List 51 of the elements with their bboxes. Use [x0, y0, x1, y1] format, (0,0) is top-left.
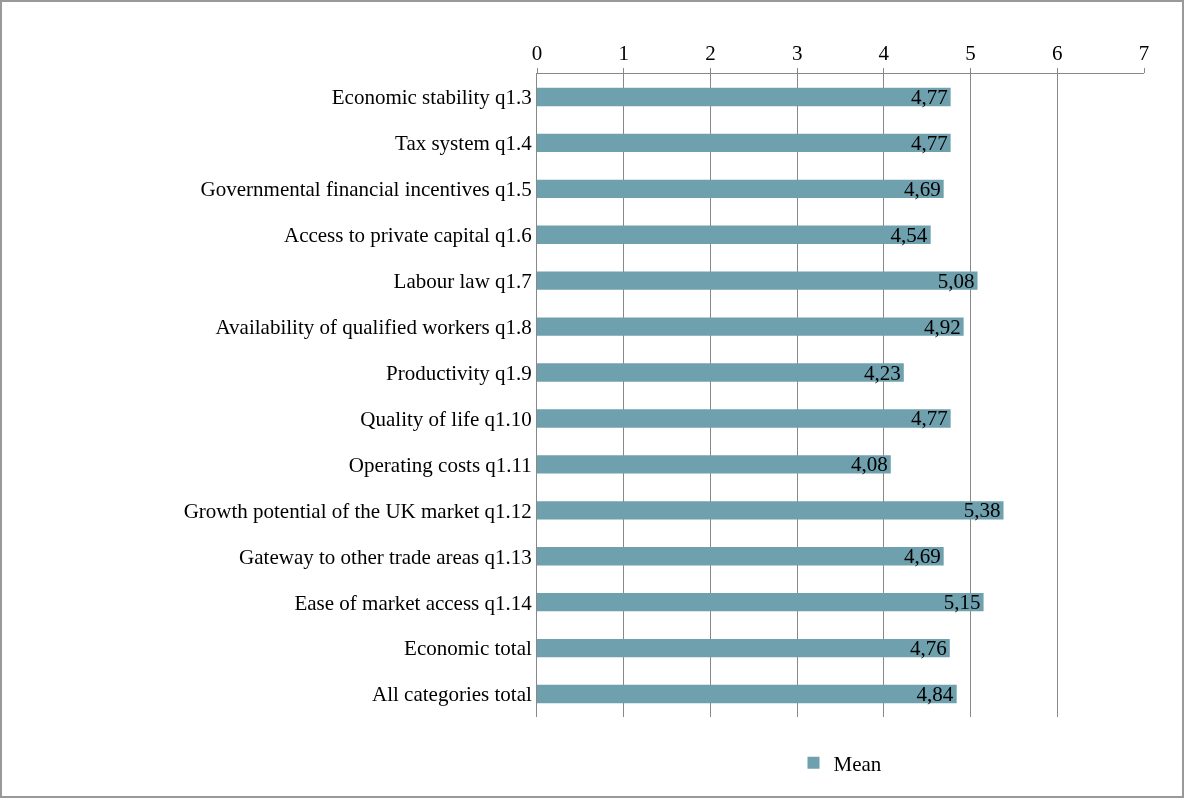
- data-label: 4,08: [851, 452, 888, 477]
- y-tick-label: Operating costs q1.11: [348, 452, 532, 477]
- y-tick-label: Tax system q1.4: [395, 131, 533, 156]
- data-label: 5,08: [937, 268, 975, 293]
- y-tick-label: Access to private capital q1.6: [283, 223, 532, 248]
- y-tick-label: Economic total: [404, 636, 532, 661]
- data-label: 5,15: [943, 590, 981, 615]
- x-tick-label: 6: [1052, 40, 1063, 65]
- y-tick-label: Productivity q1.9: [385, 360, 532, 385]
- legend-label: Mean: [833, 752, 882, 777]
- bar: [537, 638, 950, 658]
- x-tick-label: 5: [965, 40, 976, 65]
- y-tick-label: Labour law q1.7: [393, 269, 532, 294]
- y-tick-label: Ease of market access q1.14: [294, 590, 533, 615]
- y-tick-label: Availability of qualified workers q1.8: [215, 314, 532, 339]
- bar: [537, 455, 891, 474]
- bar: [537, 409, 951, 428]
- data-label: 4,23: [864, 360, 901, 385]
- bar: [537, 87, 951, 107]
- bar: [537, 271, 978, 290]
- data-label: 4,92: [923, 314, 961, 339]
- x-tick-label: 2: [705, 40, 716, 65]
- bar: [537, 592, 984, 612]
- x-tick-label: 4: [878, 40, 890, 65]
- data-label: 4,54: [890, 222, 928, 247]
- data-label: 4,77: [910, 130, 948, 155]
- bar: [537, 133, 951, 153]
- y-tick-label: Quality of life q1.10: [360, 406, 532, 431]
- bar: [537, 179, 944, 199]
- x-tick-label: 3: [791, 40, 803, 65]
- y-tick-label: All categories total: [372, 682, 532, 707]
- data-label: 4,69: [903, 176, 941, 201]
- bar: [537, 317, 964, 336]
- y-tick-label: Economic stability q1.3: [331, 85, 532, 110]
- bar: [537, 363, 904, 382]
- bar: [537, 684, 957, 704]
- data-label: 4,77: [910, 84, 948, 109]
- x-tick-label: 7: [1138, 40, 1150, 65]
- y-tick-label: Gateway to other trade areas q1.13: [239, 544, 532, 569]
- data-label: 4,77: [910, 406, 948, 431]
- bar: [537, 501, 1004, 520]
- y-tick-label: Growth potential of the UK market q1.12: [183, 498, 532, 523]
- bar: [537, 547, 944, 566]
- x-tick-label: 1: [618, 40, 629, 65]
- data-label: 4,69: [903, 544, 941, 569]
- y-tick-label: Governmental financial incentives q1.5: [200, 177, 532, 202]
- bar: [537, 225, 931, 244]
- x-tick-label: 0: [531, 40, 543, 65]
- data-label: 5,38: [963, 498, 1001, 523]
- data-label: 4,84: [916, 682, 954, 707]
- data-label: 4,76: [910, 636, 947, 661]
